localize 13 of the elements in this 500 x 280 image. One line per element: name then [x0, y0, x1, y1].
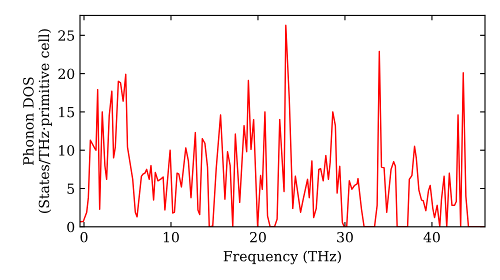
y-tick-label: 10: [59, 145, 74, 156]
x-tick-label: 30: [337, 232, 353, 242]
x-axis-title: Frequency (THz): [224, 250, 341, 264]
x-tick-label: 20: [250, 232, 266, 242]
x-tick-label: 40: [424, 232, 440, 242]
y-tick-label: 15: [59, 106, 74, 118]
y-axis-title: Phonon DOS (States/THz·primitive cell): [22, 29, 52, 213]
y-tick-label: 25: [58, 30, 74, 41]
x-tick-label: 10: [164, 232, 179, 242]
x-tick-label: 0: [80, 232, 88, 242]
y-tick-label: 0: [67, 222, 74, 232]
y-tick-label: 20: [58, 68, 74, 80]
y-tick-label: 5: [67, 184, 74, 194]
